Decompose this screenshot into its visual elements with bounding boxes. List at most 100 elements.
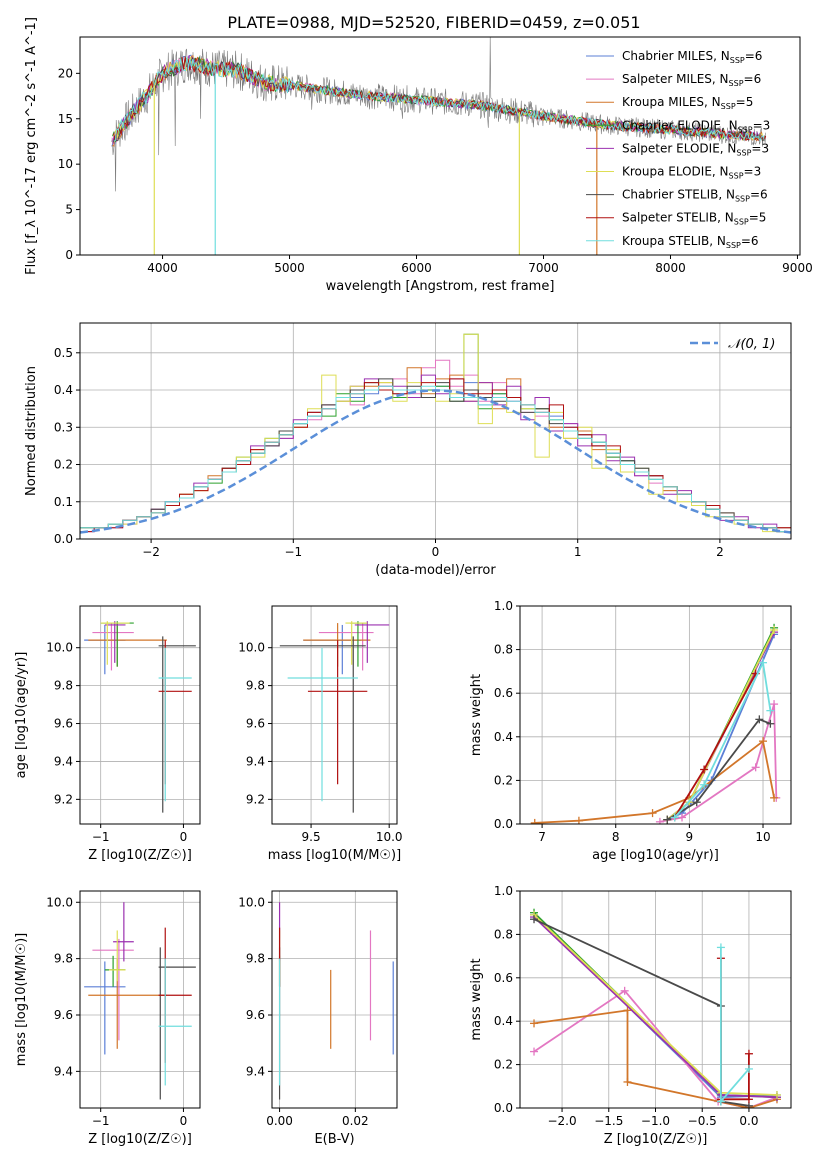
x-tick-label: −1.5 — [594, 1114, 623, 1128]
y-tick-label: 9.4 — [246, 1064, 265, 1078]
mass-weight-marker — [530, 1047, 539, 1056]
axes-frame — [79, 890, 201, 1109]
mass-vs-ebv-panel: 0.00 0.02 9.4 9.6 9.8 10.0 E(B-V) — [238, 890, 398, 1147]
legend-label: Salpeter ELODIE, NSSP=3 — [622, 141, 769, 157]
errorbar-point — [158, 647, 192, 802]
y-tick-label: 0.0 — [494, 817, 513, 831]
y-tick-label: 10 — [58, 157, 73, 171]
errorbar-point — [92, 938, 134, 1041]
mass-weight-marker — [670, 813, 679, 822]
legend-label: Chabrier MILES, NSSP=6 — [622, 49, 762, 65]
x-axis-label: Z [log10(Z/Z☉)] — [604, 1132, 708, 1147]
mass-weight-marker — [744, 1095, 753, 1104]
x-tick-label: −1 — [92, 1114, 110, 1128]
y-tick-label: 0.4 — [494, 1014, 513, 1028]
y-tick-label: 0.8 — [494, 927, 513, 941]
errorbar-point — [307, 640, 368, 785]
errorbar-point — [108, 930, 126, 982]
mass-weight-marker — [770, 625, 779, 634]
y-axis-label: Flux [f_λ 10^-17 erg cm^-2 s^-1 A^-1] — [24, 17, 39, 275]
mass-weight-marker — [759, 658, 768, 667]
x-tick-label: −0.5 — [688, 1114, 717, 1128]
mass-weight-marker — [766, 706, 775, 715]
model-spectrum-line — [113, 56, 765, 142]
x-axis-label: Z [log10(Z/Z☉)] — [88, 848, 192, 863]
x-tick-label: 0.02 — [342, 1114, 369, 1128]
age-vs-Z-plot-area — [84, 621, 196, 813]
residuals-axes: −2 −1 0 1 2 0.0 0.1 0.2 0.3 0.4 0.5 (data-model)/er… — [24, 322, 792, 578]
y-tick-label: 0.6 — [494, 686, 513, 700]
y-tick-label: 0.0 — [54, 532, 73, 546]
errorbar-point — [158, 927, 192, 1063]
mass-weight-marker — [755, 715, 764, 724]
axes-frame — [79, 36, 801, 256]
y-tick-label: 0.2 — [494, 773, 513, 787]
mass-weight-marker — [692, 798, 701, 807]
mass-weight-marker — [530, 818, 539, 824]
y-tick-label: 5 — [65, 203, 73, 217]
errorbar-point — [158, 947, 196, 1100]
age-vs-Z-axes: −1 0 9.2 9.4 9.6 9.8 10.0 Z [log10(Z/Z☉)] age [l… — [14, 605, 201, 863]
errorbar-point — [100, 621, 130, 665]
mass-weight-marker — [744, 1049, 753, 1058]
mass-weight-marker — [770, 700, 779, 709]
mass-weight-marker — [663, 815, 672, 824]
y-tick-label: 0.4 — [494, 730, 513, 744]
legend-label: 𝒩(0, 1) — [728, 337, 775, 352]
errorbar-point — [158, 636, 196, 813]
mass-vs-ebv-plot-area — [278, 902, 394, 1100]
x-tick-label: 9000 — [782, 261, 813, 275]
normal-reference-curve — [80, 389, 791, 534]
x-tick-label: 0 — [180, 1114, 188, 1128]
x-tick-label: 8000 — [655, 261, 686, 275]
mass-weight-marker — [766, 719, 775, 728]
legend-label: Chabrier STELIB, NSSP=6 — [622, 188, 768, 204]
mass-weight-marker — [574, 816, 583, 824]
errorbar-point — [158, 958, 192, 1086]
mass-vs-Z-plot-area — [84, 902, 196, 1100]
y-tick-label: 9.2 — [54, 792, 73, 806]
mass-weight-marker — [655, 817, 664, 824]
x-tick-label: 10 — [755, 830, 770, 844]
mass-vs-ebv-axes: 0.00 0.02 9.4 9.6 9.8 10.0 E(B-V) — [238, 890, 398, 1147]
x-tick-label: 2 — [716, 545, 724, 559]
mass-weight-line — [534, 739, 775, 824]
mass-weight-marker — [770, 793, 779, 802]
mass-weight-marker — [648, 809, 657, 818]
spectrum-legend: Chabrier MILES, NSSP=6 Salpeter MILES, NS… — [586, 49, 770, 250]
spectrum-axes: 4000 5000 6000 7000 8000 9000 0 5 10 15 20 waveleng… — [24, 17, 813, 294]
errorbar-point — [345, 621, 368, 665]
spectrum-panel: 4000 5000 6000 7000 8000 9000 0 5 10 15 20 waveleng… — [24, 17, 813, 294]
y-tick-label: 0.6 — [494, 971, 513, 985]
y-tick-label: 0.0 — [494, 1101, 513, 1115]
x-tick-label: 5000 — [274, 261, 305, 275]
y-tick-label: 9.2 — [246, 792, 265, 806]
x-tick-label: 7 — [538, 830, 546, 844]
x-tick-label: −2.0 — [547, 1114, 576, 1128]
errorbar-point — [113, 902, 134, 962]
residuals-plot-area — [80, 333, 791, 534]
y-tick-label: 9.8 — [246, 952, 265, 966]
errorbar-point — [104, 621, 126, 663]
errorbar-point — [88, 958, 167, 1049]
age-vs-mass-axes: 9.5 10.0 9.2 9.4 9.6 9.8 10.0 mass [log10(M/M☉)… — [238, 605, 403, 863]
y-tick-label: 0.1 — [54, 495, 73, 509]
x-tick-label: 9 — [686, 830, 694, 844]
x-tick-label: 0.00 — [266, 1114, 293, 1128]
spectrum-plot-area — [111, 37, 767, 255]
y-tick-label: 10.0 — [46, 641, 73, 655]
errorbar-point — [287, 647, 358, 802]
mass-weight-marker — [716, 1097, 725, 1106]
model-spectrum-line — [112, 57, 766, 143]
x-tick-label: 0.0 — [739, 1114, 758, 1128]
x-tick-label: −1 — [92, 830, 110, 844]
errorbar-point — [279, 636, 366, 813]
y-tick-label: 9.6 — [54, 717, 73, 731]
mass-weight-marker — [530, 915, 539, 924]
x-tick-label: 7000 — [528, 261, 559, 275]
age-vs-Z-panel: −1 0 9.2 9.4 9.6 9.8 10.0 Z [log10(Z/Z☉)] age [l… — [14, 605, 201, 863]
mass-weight-vs-age-plot-area — [530, 623, 781, 824]
y-tick-label: 1.0 — [494, 884, 513, 898]
errorbar-point — [100, 621, 134, 667]
